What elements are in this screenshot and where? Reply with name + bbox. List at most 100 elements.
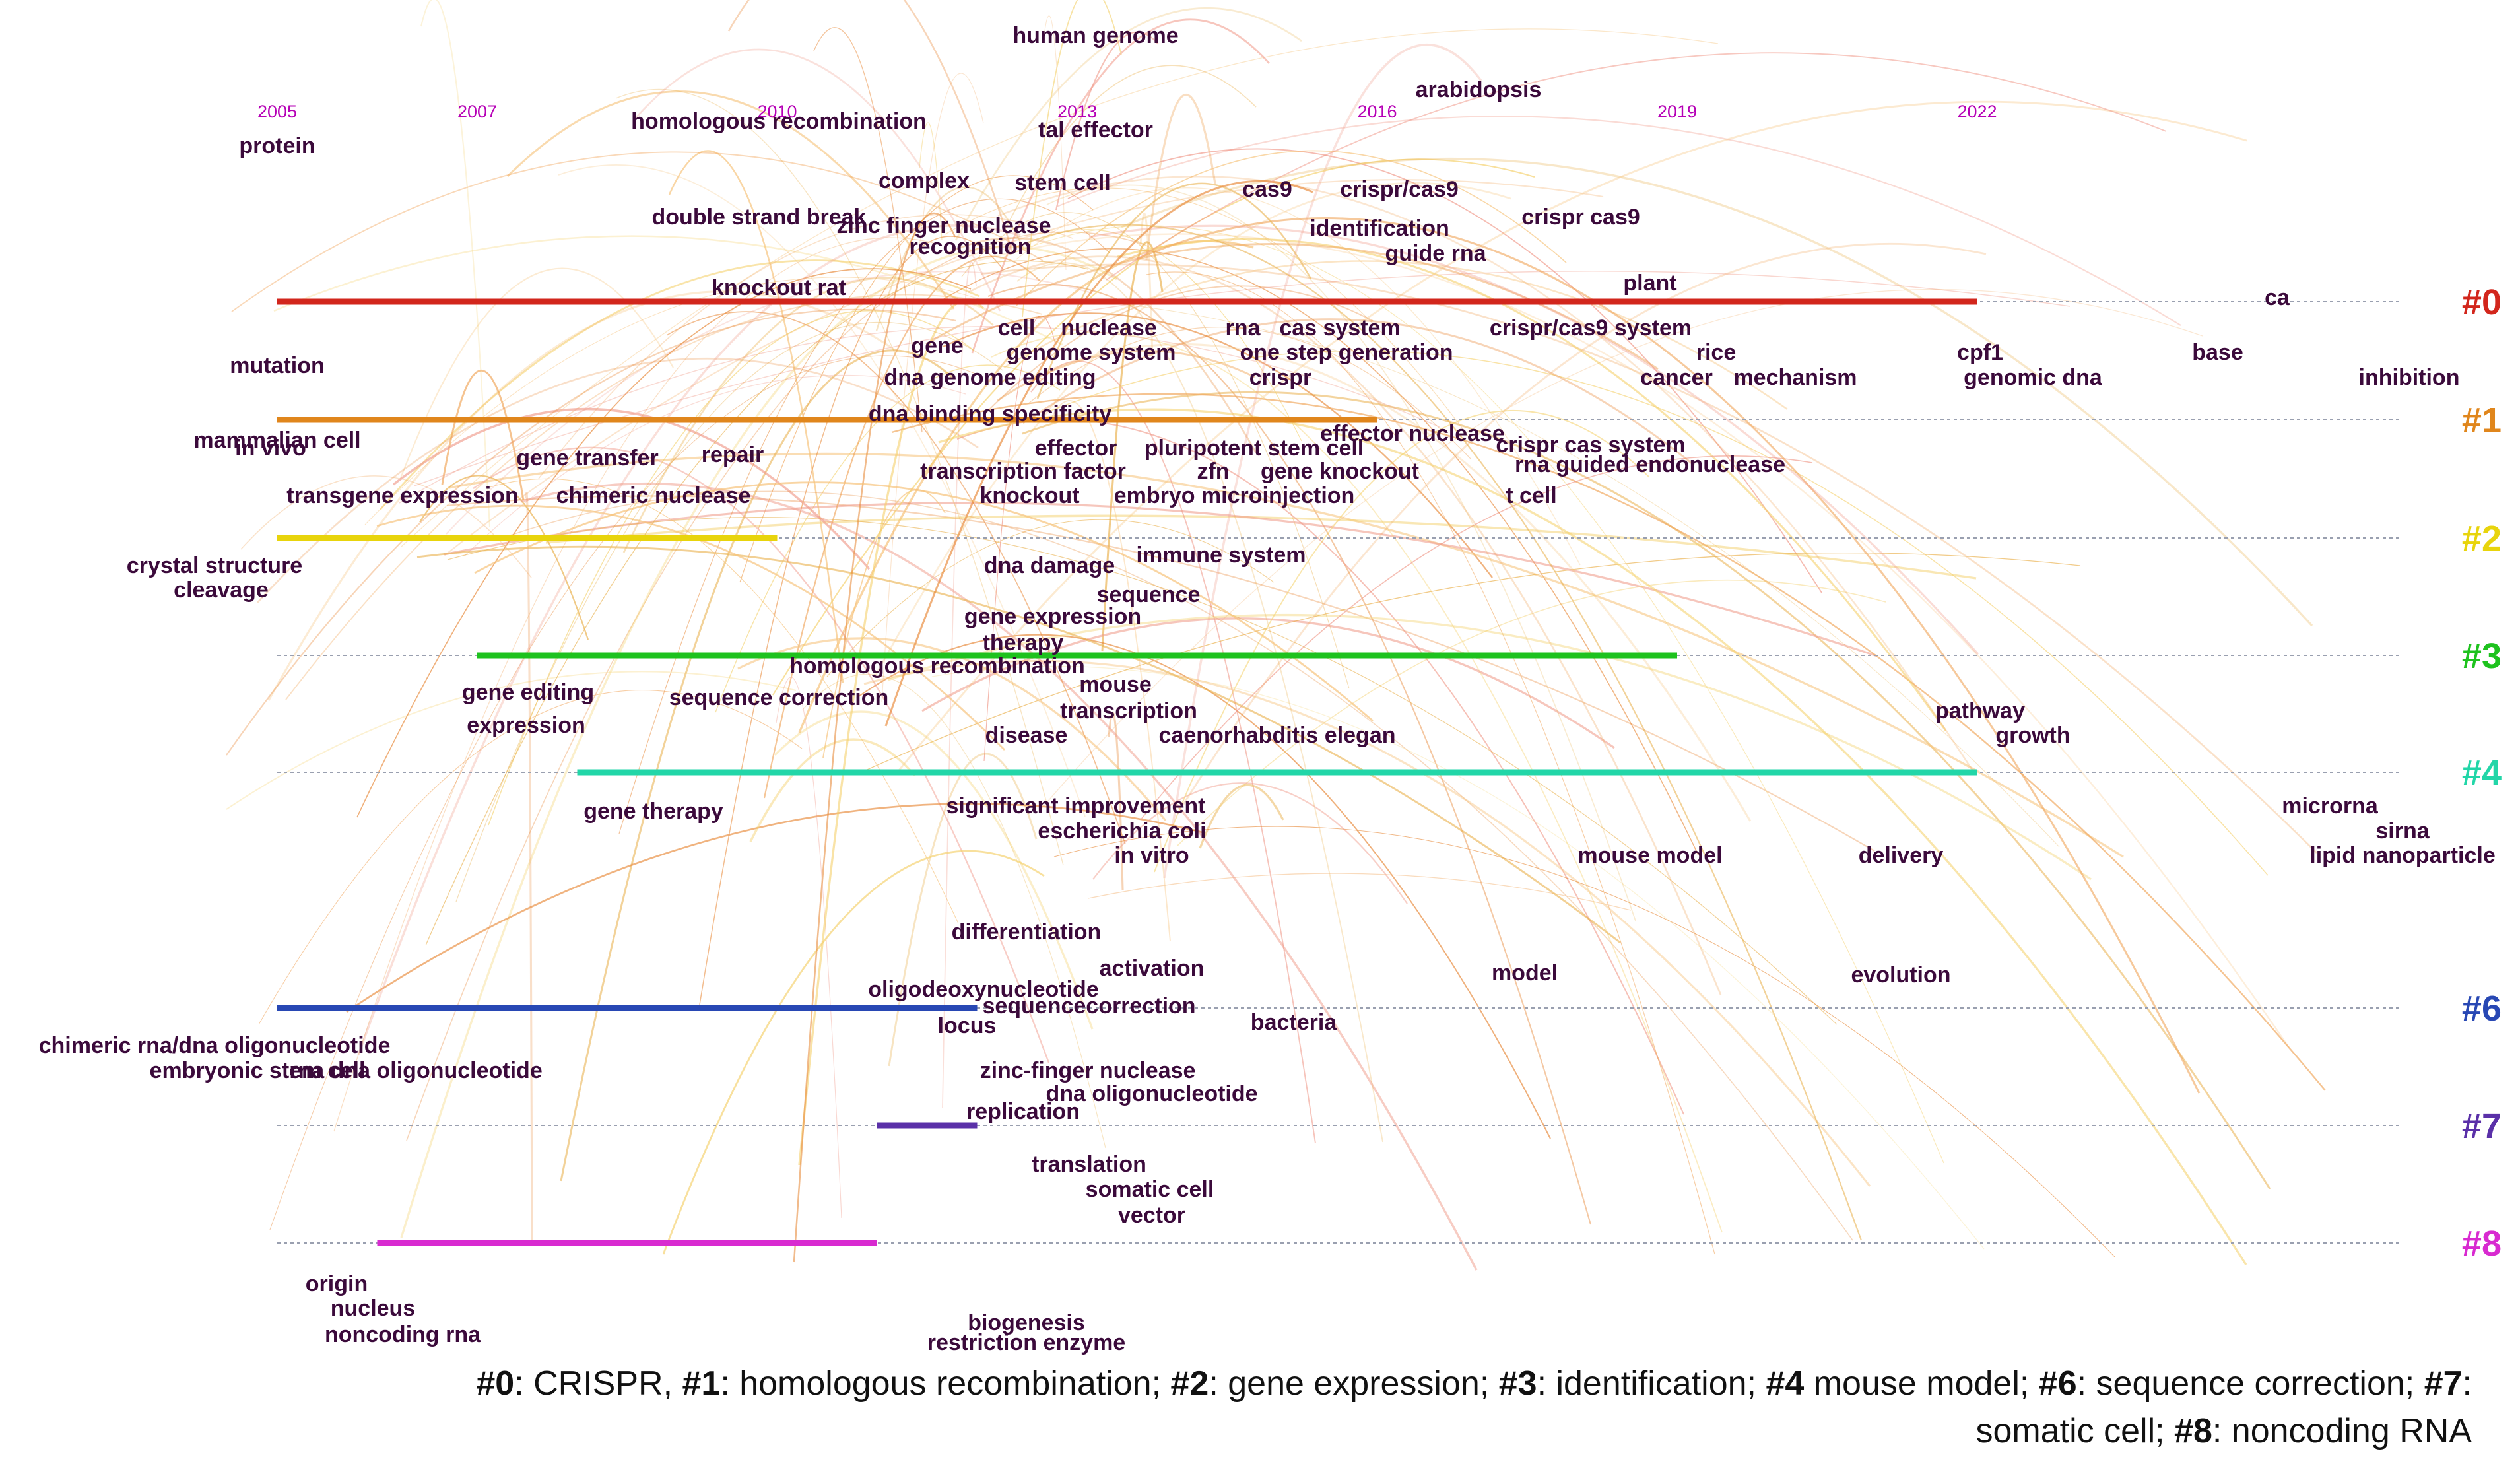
citation-arc: [489, 478, 959, 924]
cluster-label: #7: [2462, 1106, 2502, 1146]
keyword-label: base: [2192, 340, 2243, 365]
keyword-label: crispr/cas9 system: [1490, 316, 1692, 341]
keyword-label: cas system: [1279, 316, 1400, 341]
keyword-label: noncoding rna: [325, 1322, 481, 1347]
citation-arc: [987, 284, 1592, 1225]
keyword-label: crispr: [1249, 365, 1312, 390]
keyword-label: genomic dna: [1964, 365, 2103, 390]
citation-arc: [1067, 148, 1822, 593]
citation-arc: [257, 357, 979, 603]
keyword-label: embryonic stem cell: [150, 1058, 366, 1083]
citation-arc: [1145, 93, 1216, 261]
keyword-label: transgene expression: [286, 483, 518, 508]
citation-arc: [931, 665, 1985, 1250]
citation-arc: [1046, 184, 1636, 921]
keyword-label: recognition: [909, 234, 1031, 259]
citation-arc: [942, 261, 977, 1108]
citation-arc: [1106, 52, 2167, 281]
keyword-label: crispr/cas9: [1340, 177, 1459, 202]
citation-arc: [749, 738, 916, 842]
citation-arc: [983, 315, 1056, 762]
keyword-label: transcription factor: [920, 459, 1126, 484]
citation-arc: [997, 350, 1255, 402]
citation-arc: [1181, 242, 1987, 806]
year-tick-label: 2005: [257, 102, 297, 121]
year-tick-label: 2007: [457, 102, 497, 121]
keyword-label: one step generation: [1240, 340, 1453, 365]
citation-arc: [1140, 455, 1813, 821]
keyword-label: vector: [1118, 1203, 1185, 1228]
caption-cluster-name: mouse model;: [1804, 1364, 2039, 1403]
citation-arc: [715, 364, 1061, 713]
keyword-label: mouse: [1079, 672, 1152, 697]
citation-arc: [1027, 327, 1472, 460]
keyword-label: sequence: [1097, 582, 1201, 607]
keyword-label: effector: [1035, 436, 1117, 461]
keyword-label: translation: [1032, 1152, 1146, 1177]
citation-arc: [392, 407, 871, 570]
keyword-label: t cell: [1506, 483, 1556, 508]
keyword-label: expression: [467, 713, 585, 738]
keyword-label: genome system: [1007, 340, 1176, 365]
caption-cluster-name: : noncoding RNA: [2212, 1412, 2472, 1450]
keyword-label: immune system: [1137, 543, 1306, 568]
keyword-labels: human genome arabidopsis homologous recomb…: [39, 23, 2496, 1355]
keyword-label: rna: [1226, 316, 1261, 341]
keyword-label: homologous recombination: [789, 653, 1085, 679]
year-tick-label: 2013: [1057, 102, 1097, 121]
keyword-label: complex: [879, 168, 970, 193]
keyword-label: cell: [998, 316, 1036, 341]
keyword-label: zinc-finger nuclease: [980, 1058, 1196, 1083]
citation-arc: [448, 452, 2124, 858]
keyword-label: differentiation: [952, 920, 1102, 945]
citation-arc: [1022, 318, 1695, 467]
citation-arc: [980, 263, 2317, 854]
citation-arc: [488, 310, 975, 826]
keyword-label: inhibition: [2359, 365, 2460, 390]
citation-arc: [506, 90, 955, 310]
keyword-label: significant improvement: [946, 793, 1206, 819]
citation-arc: [1146, 271, 1715, 1255]
keyword-label: transcription: [1060, 698, 1197, 723]
keyword-label: cpf1: [1957, 340, 2003, 365]
keyword-label: chimeric nuclease: [556, 483, 751, 508]
caption-cluster-id: #6: [2038, 1364, 2077, 1403]
citation-arc: [1003, 260, 1788, 411]
keyword-label: tal effector: [1038, 117, 1153, 143]
citation-arc: [1053, 343, 1752, 822]
year-tick-label: 2022: [1957, 102, 1997, 121]
cluster-label: #4: [2462, 753, 2502, 793]
citation-arc: [258, 690, 803, 1025]
keyword-label: nucleus: [331, 1296, 415, 1321]
keyword-label: gene expression: [964, 604, 1141, 629]
keyword-label: disease: [985, 723, 1068, 748]
keyword-label: zinc finger nuclease: [837, 213, 1051, 238]
citation-arc: [856, 634, 1551, 1139]
citation-arc: [226, 308, 956, 756]
citation-arc: [822, 489, 946, 758]
keyword-label: pluripotent stem cell: [1144, 436, 1364, 461]
keyword-label: mechanism: [1733, 365, 1857, 390]
citation-arc: [875, 186, 1025, 331]
citation-arc: [364, 277, 996, 525]
citation-arc: [414, 270, 2071, 486]
citation-arc: [1137, 217, 2201, 1094]
keyword-label: bacteria: [1251, 1010, 1337, 1035]
keyword-label: nuclease: [1061, 316, 1157, 341]
citation-arc: [1030, 360, 1316, 1144]
caption-cluster-name: : homologous recombination;: [720, 1364, 1171, 1403]
caption-line-2: somatic cell; #8: noncoding RNA: [0, 1407, 2472, 1455]
keyword-label: restriction enzyme: [927, 1330, 1125, 1355]
citation-arc: [968, 255, 1722, 995]
keyword-label: rna dna oligonucleotide: [289, 1058, 542, 1083]
citation-arc: [346, 803, 1206, 1013]
keyword-label: gene transfer: [516, 446, 658, 471]
citation-arc: [946, 237, 1257, 453]
citation-arc: [269, 355, 982, 1230]
citation-arc: [446, 271, 1092, 535]
keyword-label: plant: [1623, 271, 1676, 296]
citation-arc: [473, 446, 1050, 1063]
citation-arc: [983, 285, 1374, 415]
citation-arc: [943, 312, 1493, 578]
caption-cluster-id: #1: [682, 1364, 721, 1403]
